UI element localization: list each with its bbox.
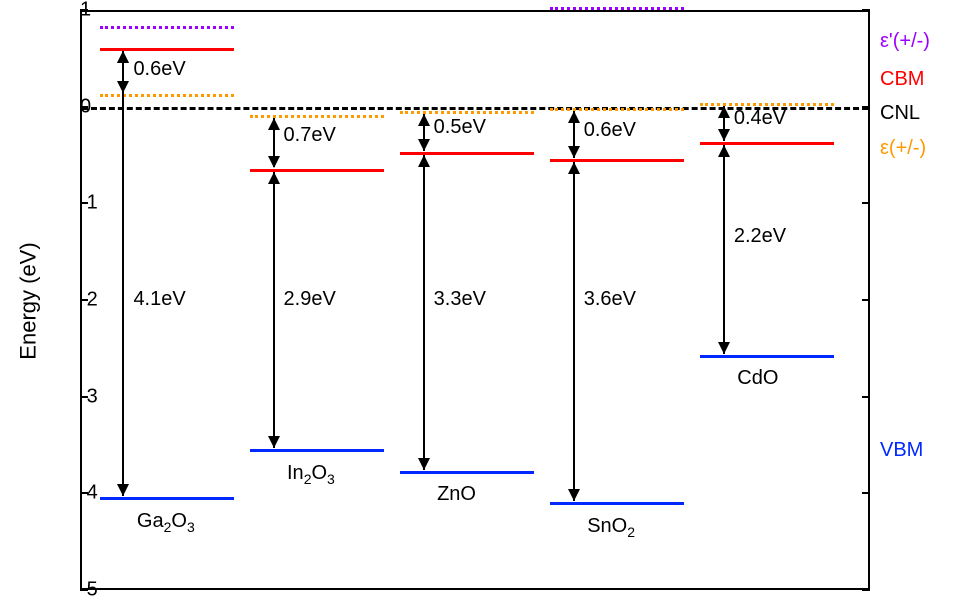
y-axis-label: Energy (eV) [16,242,42,359]
eps-prime-level [550,7,684,10]
gap-arrow-label: 3.6eV [584,288,636,311]
y-tick-mark [80,202,88,204]
material-label: ZnO [437,483,476,506]
legend-item: ε'(+/-) [880,30,930,53]
y-tick-mark-right [862,9,870,11]
delta-arrow-arrow-down [418,139,430,151]
eps-prime-level [100,26,234,29]
delta-arrow-label: 0.6eV [133,58,185,81]
gap-arrow-arrow-up [418,155,430,167]
y-tick-mark [80,589,88,591]
gap-arrow-bar [723,145,725,354]
material-label: In2O3 [287,462,335,487]
delta-arrow-arrow-up [418,114,430,126]
gap-arrow-arrow-down [268,436,280,448]
delta-arrow-arrow-up [718,106,730,118]
delta-arrow-label: 0.7eV [284,124,336,147]
vbm-level [400,471,534,474]
y-tick-mark [80,396,88,398]
gap-arrow-arrow-down [418,458,430,470]
y-tick-mark-right [862,492,870,494]
gap-arrow-arrow-up [718,145,730,157]
y-tick-mark-right [862,299,870,301]
gap-arrow-bar [273,172,275,448]
y-tick-mark [80,299,88,301]
vbm-level [250,449,384,452]
gap-arrow-label: 2.2eV [734,225,786,248]
gap-arrow-label: 4.1eV [133,288,185,311]
gap-arrow-arrow-down [718,342,730,354]
delta-arrow-label: 0.5eV [434,116,486,139]
legend-item: VBM [880,439,923,462]
delta-arrow-arrow-up [268,118,280,130]
eps-level [100,94,234,97]
gap-arrow-label: 3.3eV [434,288,486,311]
material-label: SnO2 [587,515,635,540]
gap-arrow-bar [122,51,124,497]
gap-arrow-bar [423,155,425,470]
delta-arrow-arrow-up [117,51,129,63]
gap-arrow-label: 2.9eV [284,288,336,311]
delta-arrow-arrow-down [117,81,129,93]
legend-item: CBM [880,68,924,91]
legend-item: ε(+/-) [880,137,926,160]
vbm-level [700,355,834,358]
y-tick-mark-right [862,589,870,591]
delta-arrow-arrow-down [568,146,580,158]
gap-arrow-arrow-up [268,172,280,184]
gap-arrow-arrow-up [568,162,580,174]
gap-arrow-arrow-down [568,489,580,501]
y-tick-mark [80,492,88,494]
delta-arrow-arrow-up [568,111,580,123]
vbm-level [100,497,234,500]
delta-arrow-arrow-down [268,156,280,168]
vbm-level [550,502,684,505]
y-tick-mark-right [862,396,870,398]
delta-arrow-label: 0.6eV [584,119,636,142]
legend-item: CNL [880,102,920,125]
y-tick-mark-right [862,202,870,204]
y-tick-mark [80,9,88,11]
delta-arrow-arrow-down [718,129,730,141]
material-label: CdO [737,367,778,390]
gap-arrow-arrow-down [117,484,129,496]
gap-arrow-bar [573,162,575,501]
material-label: Ga2O3 [137,510,195,535]
delta-arrow-label: 0.4eV [734,107,786,130]
